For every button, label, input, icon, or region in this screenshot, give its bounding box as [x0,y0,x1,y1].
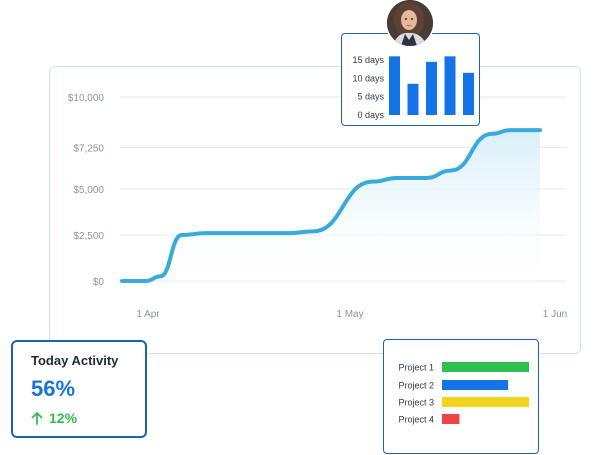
y-tick-label: 5 days [357,92,384,102]
y-tick-label: $0 [93,277,105,288]
projects-bar-chart-card: Project 1 Project 2 Project 3 Project 4 [383,339,539,454]
y-tick-label: 0 days [357,110,384,120]
y-tick-label: $5,000 [73,185,104,196]
x-tick-label: 1 May [336,309,363,320]
days-bar [426,61,437,115]
days-bar [463,72,474,115]
activity-value: 56% [31,376,76,401]
y-tick-label: 10 days [352,73,384,83]
revenue-area-chart: $10,000 $7,250 $5,000 $2,500 $0 1 Apr 1 May 1 J… [68,93,567,320]
revenue-series-line [120,128,542,283]
projects-bar-chart: Project 1 Project 2 Project 3 Project 4 [398,362,529,424]
activity-change-value: 12% [49,410,78,426]
project-bar [442,362,529,372]
arrow-up-icon [31,412,43,425]
person-photo-icon [387,0,433,46]
project-bar [442,397,529,407]
revenue-area-fill [122,130,540,281]
days-bar [407,83,419,115]
x-tick-label: 1 Jun [543,309,567,320]
project-bar [442,380,509,390]
y-tick-label: $7,250 [73,144,104,155]
project-label: Project 2 [398,380,434,390]
project-label: Project 1 [398,362,434,372]
x-tick-label: 1 Apr [136,309,160,320]
days-bar [389,56,400,115]
y-tick-label: $2,500 [73,231,104,242]
user-avatar [387,0,433,46]
today-activity-card: Today Activity 56% 12% [11,340,147,438]
project-label: Project 3 [398,397,434,407]
days-bar-chart: 15 days 10 days 5 days 0 days [352,55,474,120]
revenue-chart-card: $10,000 $7,250 $5,000 $2,500 $0 1 Apr 1 May 1 J… [49,66,581,354]
project-label: Project 4 [398,414,434,424]
activity-change: 12% [31,410,77,426]
project-bar [442,414,460,424]
y-tick-label: $10,000 [68,93,105,104]
days-bar-chart-card: 15 days 10 days 5 days 0 days [341,33,480,126]
activity-title: Today Activity [31,353,119,368]
days-bar [444,56,456,115]
y-tick-label: 15 days [352,55,384,65]
